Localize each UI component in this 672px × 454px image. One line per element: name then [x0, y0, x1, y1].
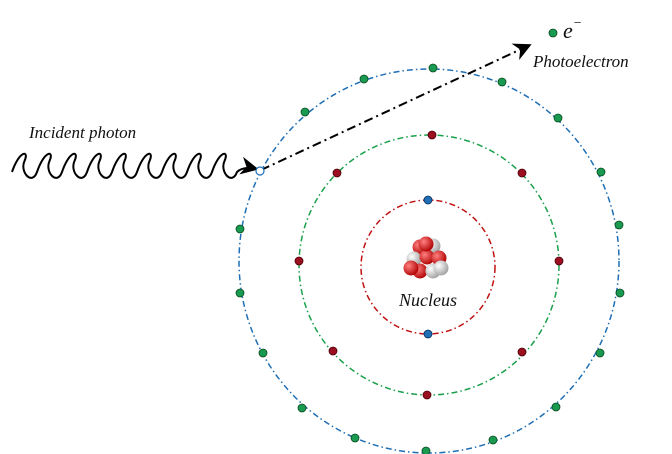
- electron-charge: −: [573, 16, 582, 31]
- electron: [351, 434, 359, 442]
- photon-wave: [12, 154, 257, 178]
- nucleus: [404, 237, 449, 279]
- electron: [333, 169, 341, 177]
- proton: [419, 237, 434, 252]
- electron: [424, 330, 432, 338]
- electron: [554, 114, 562, 122]
- electron: [552, 403, 560, 411]
- electron: [298, 404, 306, 412]
- electron: [429, 64, 437, 72]
- neutron: [434, 261, 449, 276]
- proton: [404, 261, 419, 276]
- nucleus-label: Nucleus: [398, 290, 457, 310]
- electron-e: e: [563, 18, 573, 43]
- electron: [428, 131, 436, 139]
- electron: [360, 75, 368, 83]
- electron: [329, 347, 337, 355]
- electron: [259, 349, 267, 357]
- photon-label: Incident photon: [28, 123, 136, 142]
- electron: [596, 349, 604, 357]
- ejected-site: [256, 167, 264, 175]
- electron: [518, 169, 526, 177]
- electron: [424, 196, 432, 204]
- electron-path: [261, 45, 530, 170]
- electron: [236, 289, 244, 297]
- electron: [597, 168, 605, 176]
- electron: [422, 447, 430, 454]
- electron: [295, 257, 303, 265]
- electron: [236, 225, 244, 233]
- electron: [518, 348, 526, 356]
- electron: [555, 257, 563, 265]
- electron: [423, 391, 431, 399]
- electron: [301, 108, 309, 116]
- electron: [498, 78, 506, 86]
- photoelectron-dot: [549, 29, 557, 37]
- atom-diagram: e− Photoelectron Incident photon Nucleus: [0, 0, 672, 454]
- electron: [616, 289, 624, 297]
- electron-symbol: e−: [563, 16, 582, 43]
- electron: [615, 221, 623, 229]
- page: {"labels": {"incident_photon": "Incident…: [0, 0, 672, 454]
- photoelectron-label: Photoelectron: [532, 52, 629, 71]
- electron: [489, 436, 497, 444]
